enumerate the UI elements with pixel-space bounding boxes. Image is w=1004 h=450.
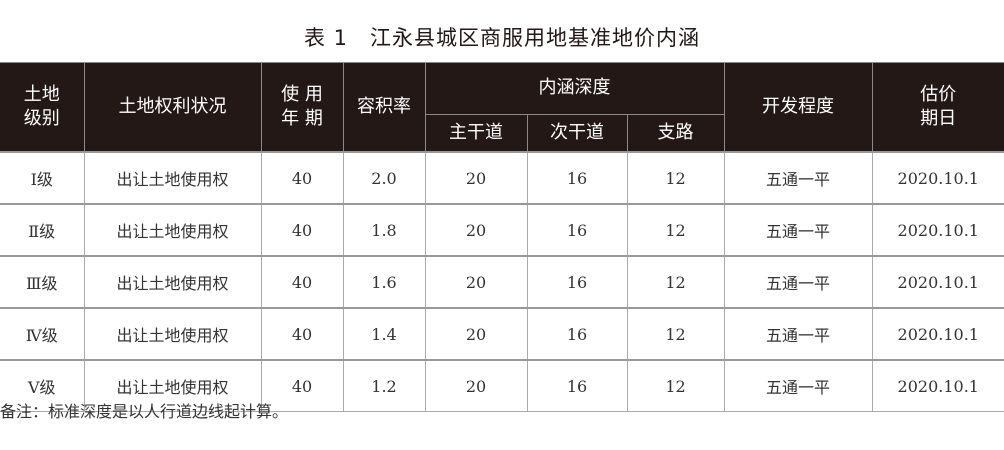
header-development: 开发程度 <box>723 62 873 153</box>
cell-branch: 12 <box>626 255 725 309</box>
cell-development: 五通一平 <box>723 255 873 309</box>
table-row: Ⅲ级 出让土地使用权 40 1.6 20 16 12 五通一平 2020.10.1 <box>0 255 1004 309</box>
table-row: Ⅳ级 出让土地使用权 40 1.4 20 16 12 五通一平 2020.10.1 <box>0 307 1004 361</box>
table-row: Ⅰ级 出让土地使用权 40 2.0 20 16 12 五通一平 2020.10.1 <box>0 151 1004 205</box>
cell-grade: Ⅲ级 <box>0 255 85 309</box>
cell-main: 20 <box>424 151 528 205</box>
cell-far: 1.8 <box>342 203 426 257</box>
header-secondary-road: 次干道 <box>526 114 628 153</box>
cell-main: 20 <box>424 203 528 257</box>
cell-rights: 出让土地使用权 <box>83 151 262 205</box>
cell-grade: Ⅳ级 <box>0 307 85 361</box>
cell-rights: 出让土地使用权 <box>83 307 262 361</box>
table-row: Ⅴ级 出让土地使用权 40 1.2 20 16 12 五通一平 2020.10.1 <box>0 359 1004 412</box>
cell-far: 1.2 <box>342 359 426 412</box>
cell-main: 20 <box>424 255 528 309</box>
header-far: 容积率 <box>342 62 426 153</box>
cell-development: 五通一平 <box>723 359 873 412</box>
cell-secondary: 16 <box>526 203 628 257</box>
table-note: 备注：标准深度是以人行道边线起计算。 <box>0 402 289 421</box>
header-main-road: 主干道 <box>425 114 528 153</box>
header-grade: 土地 级别 <box>0 62 85 153</box>
cell-rights: 出让土地使用权 <box>83 359 262 412</box>
header-depth: 内涵深度 <box>424 62 725 115</box>
cell-branch: 12 <box>626 307 725 361</box>
header-term: 使 用年 期 <box>260 62 344 153</box>
land-price-table: 土地 级别 土地权利状况 使 用年 期 容积率 内涵深度 开发程度 估价 期日 主干… <box>0 62 1004 412</box>
cell-secondary: 16 <box>526 151 628 205</box>
cell-branch: 12 <box>626 359 725 412</box>
cell-grade: Ⅴ级 <box>0 359 85 412</box>
cell-rights: 出让土地使用权 <box>83 255 262 309</box>
cell-branch: 12 <box>626 203 725 257</box>
cell-term: 40 <box>260 307 344 361</box>
cell-far: 1.6 <box>342 255 426 309</box>
cell-term: 40 <box>260 359 344 412</box>
cell-grade: Ⅰ级 <box>0 151 85 205</box>
header-date: 估价 期日 <box>871 62 1004 153</box>
header-branch-road: 支路 <box>626 114 724 153</box>
table-title: 表 1 江永县城区商服用地基准地价内涵 <box>303 26 701 50</box>
header-rights: 土地权利状况 <box>83 62 262 153</box>
cell-rights: 出让土地使用权 <box>83 203 262 257</box>
cell-far: 2.0 <box>342 151 426 205</box>
cell-date: 2020.10.1 <box>871 307 1004 361</box>
cell-development: 五通一平 <box>723 203 873 257</box>
cell-secondary: 16 <box>526 359 628 412</box>
cell-branch: 12 <box>626 151 725 205</box>
cell-date: 2020.10.1 <box>871 255 1004 309</box>
cell-date: 2020.10.1 <box>871 203 1004 257</box>
cell-term: 40 <box>260 255 344 309</box>
cell-date: 2020.10.1 <box>871 359 1004 412</box>
cell-secondary: 16 <box>526 307 628 361</box>
cell-grade: Ⅱ级 <box>0 203 85 257</box>
cell-term: 40 <box>260 203 344 257</box>
table-row: Ⅱ级 出让土地使用权 40 1.8 20 16 12 五通一平 2020.10.1 <box>0 203 1004 257</box>
cell-secondary: 16 <box>526 255 628 309</box>
cell-development: 五通一平 <box>723 307 873 361</box>
cell-development: 五通一平 <box>723 151 873 205</box>
cell-main: 20 <box>424 307 528 361</box>
cell-main: 20 <box>424 359 528 412</box>
cell-far: 1.4 <box>342 307 426 361</box>
cell-date: 2020.10.1 <box>871 151 1004 205</box>
cell-term: 40 <box>260 151 344 205</box>
